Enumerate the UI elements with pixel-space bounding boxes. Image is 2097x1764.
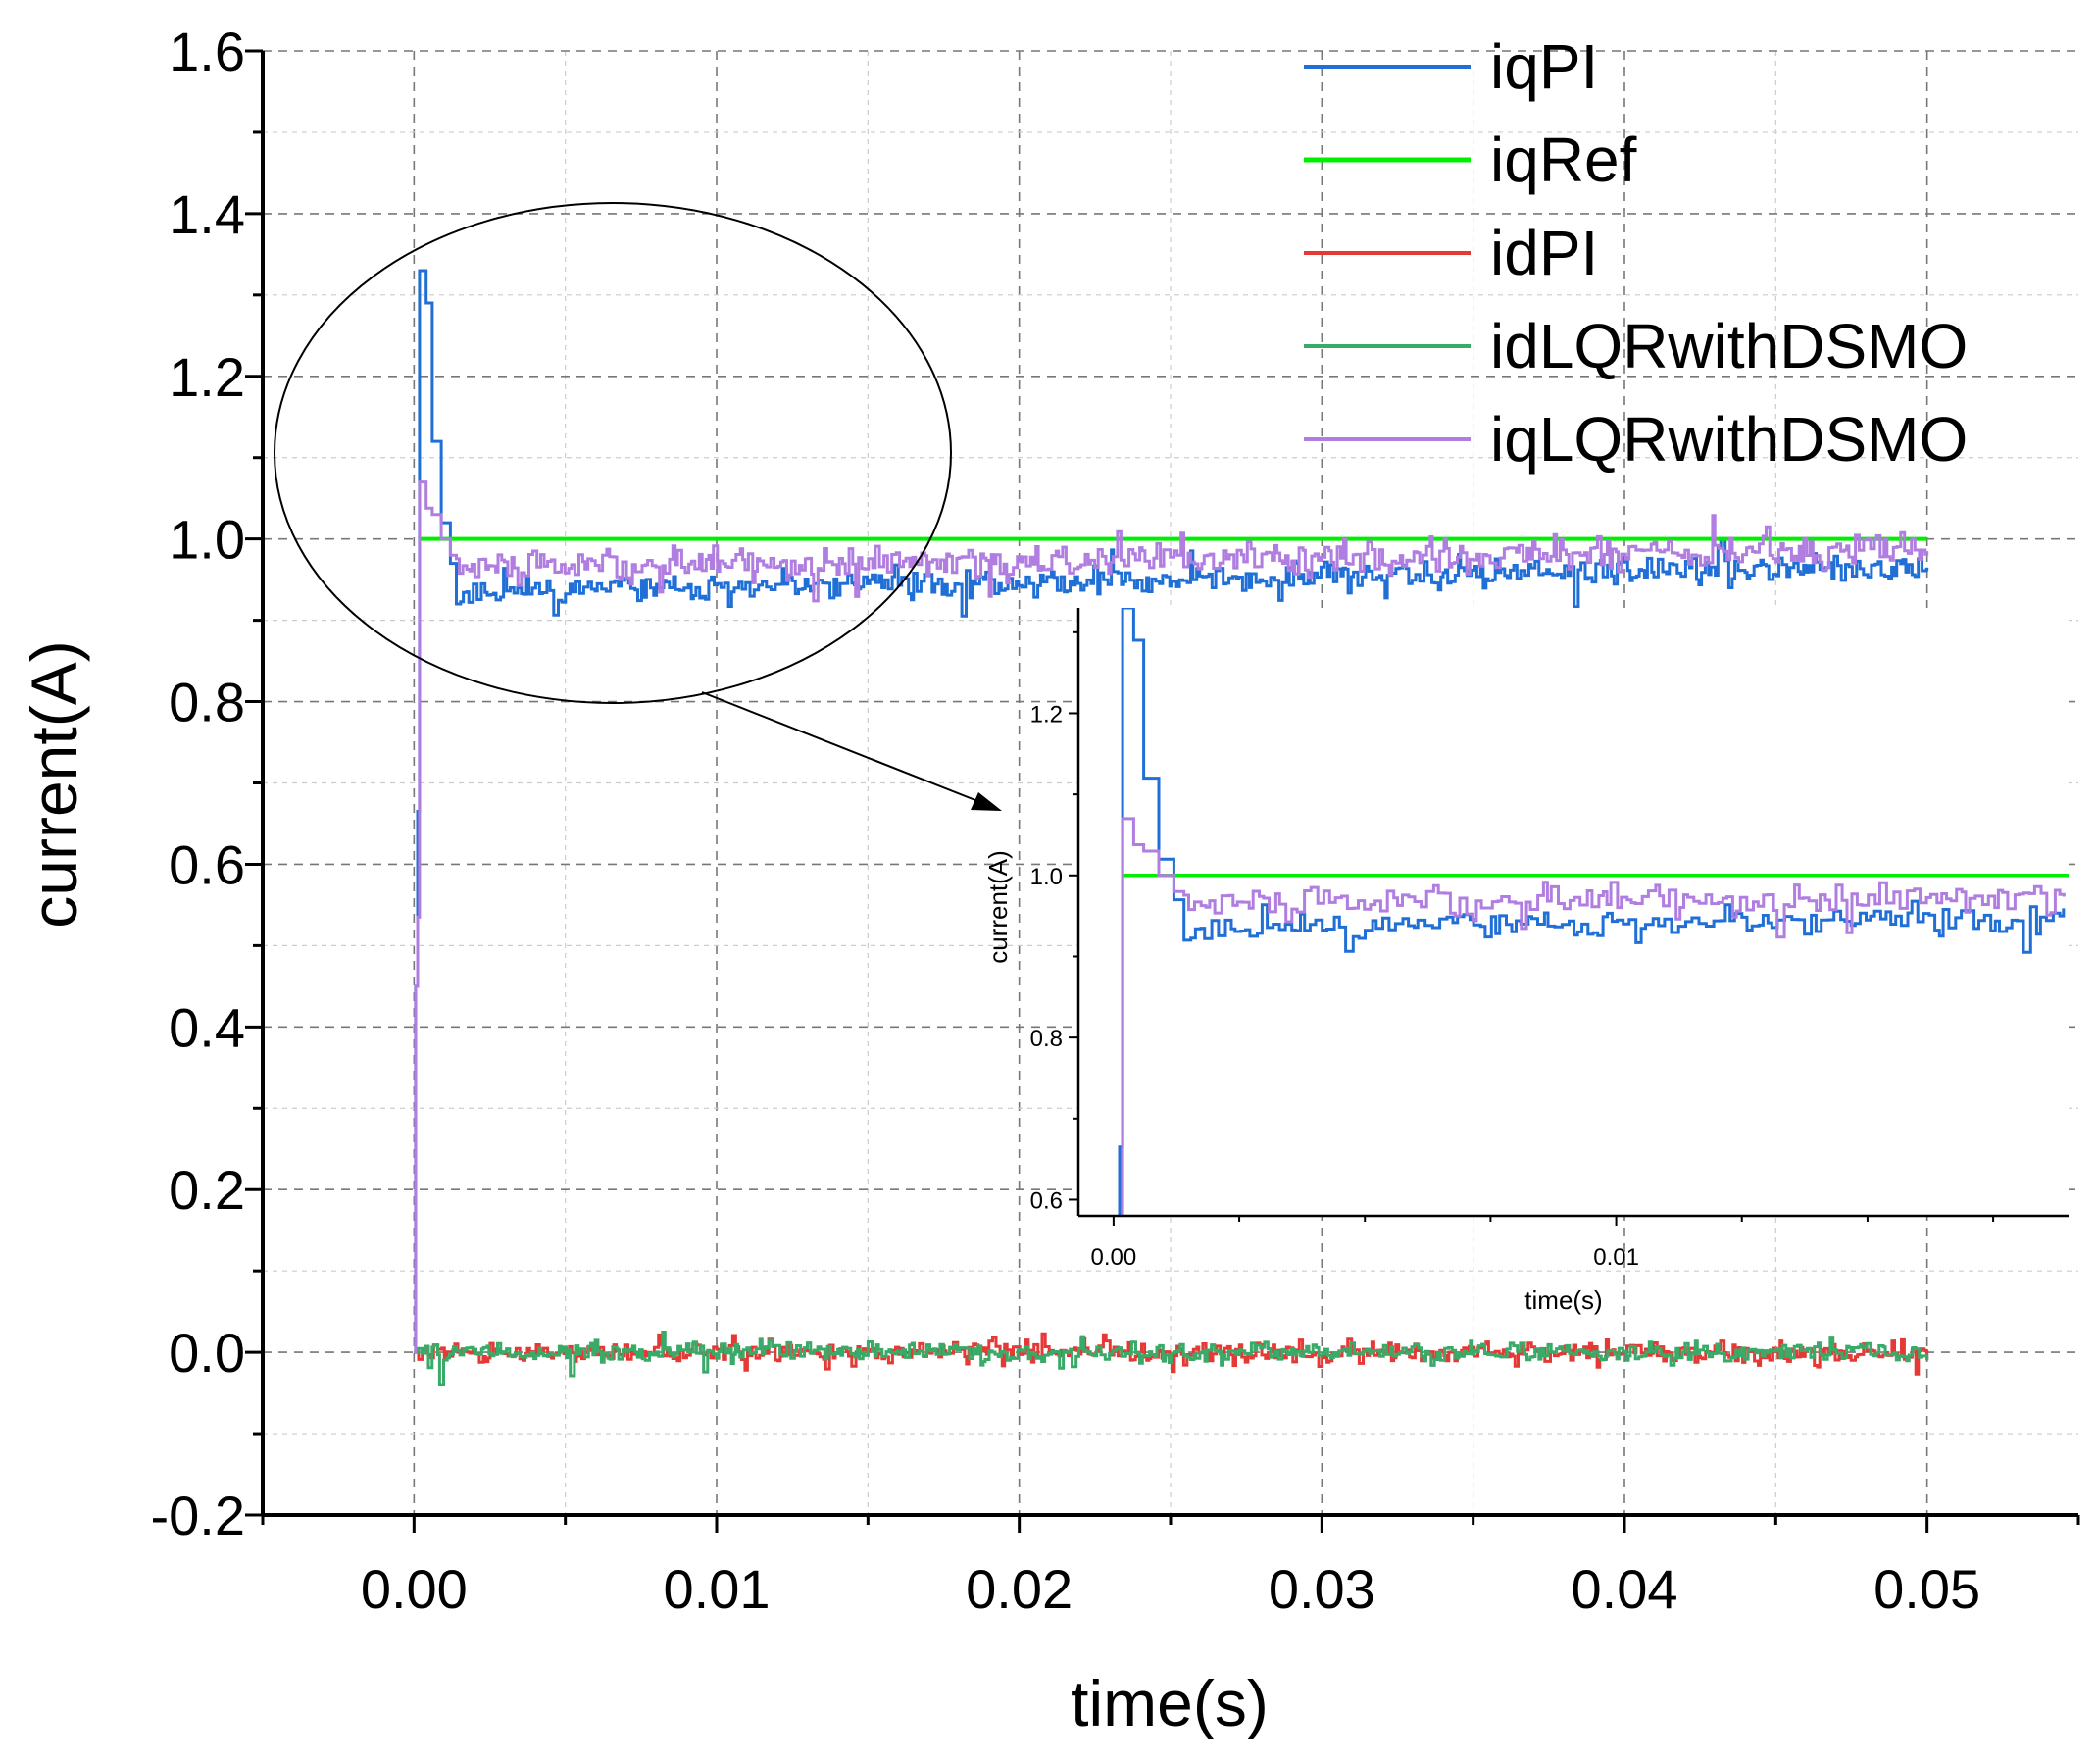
inset-tick-labels: 0.00 0.01 0.6 0.8 1.0 1.2 <box>1030 701 1639 1271</box>
main-tick-labels: 0.00 0.01 0.02 0.03 0.04 0.05 -0.2 0.0 0.2 0.4 0.6… <box>151 21 1981 1620</box>
main-y-tick-label-3: 0.4 <box>169 996 245 1058</box>
inset-series-iqLQRwithDSMO <box>1121 817 2066 1216</box>
zoom-region-ellipse <box>274 202 952 704</box>
main-y-tick-label-1: 0.0 <box>169 1322 245 1384</box>
inset-y-axis-title: current(A) <box>983 850 1013 964</box>
legend-label-iqLQRwithDSMO: iqLQRwithDSMO <box>1490 404 1968 475</box>
main-x-tick-label-4: 0.04 <box>1572 1558 1678 1620</box>
main-y-tick-label-7: 1.2 <box>169 346 245 408</box>
inset-y-tick-label-2: 1.0 <box>1030 864 1063 890</box>
series-idLQRwithDSMO <box>414 1331 1929 1386</box>
main-axes <box>245 49 2080 1533</box>
main-y-tick-label-0: -0.2 <box>151 1485 246 1546</box>
main-y-tick-label-4: 0.6 <box>169 833 245 895</box>
legend-label-iqRef: iqRef <box>1490 125 1637 195</box>
inset-y-tick-label-0: 0.6 <box>1030 1187 1063 1214</box>
inset-series-iqPI <box>1118 608 2066 1216</box>
main-x-tick-label-1: 0.01 <box>664 1558 771 1620</box>
main-y-tick-label-5: 0.8 <box>169 672 245 733</box>
main-x-tick-label-2: 0.02 <box>966 1558 1073 1620</box>
inset-axes <box>1069 608 2069 1226</box>
legend-label-iqPI: iqPI <box>1490 31 1598 102</box>
zoom-arrow-head <box>971 792 1002 811</box>
inset-y-tick-label-1: 0.8 <box>1030 1026 1063 1052</box>
main-y-tick-label-6: 1.0 <box>169 509 245 571</box>
main-y-tick-label-2: 0.2 <box>169 1159 245 1221</box>
legend-label-idLQRwithDSMO: idLQRwithDSMO <box>1490 311 1968 381</box>
zoom-inset-plot: 0.00 0.01 0.6 0.8 1.0 1.2 time(s) current(A) <box>983 608 2069 1315</box>
main-x-axis-title: time(s) <box>1071 1667 1269 1739</box>
main-y-tick-label-8: 1.4 <box>169 183 245 245</box>
inset-y-tick-label-3: 1.2 <box>1030 701 1063 728</box>
main-x-tick-label-0: 0.00 <box>361 1558 468 1620</box>
main-x-tick-label-3: 0.03 <box>1269 1558 1375 1620</box>
main-y-tick-label-9: 1.6 <box>169 21 245 82</box>
inset-x-tick-label-1: 0.01 <box>1593 1244 1639 1271</box>
inset-x-axis-title: time(s) <box>1524 1285 1602 1315</box>
inset-series-lines <box>1118 608 2069 1216</box>
main-series-lines <box>414 269 1929 1386</box>
series-iqLQRwithDSMO <box>414 480 1929 1354</box>
inset-x-tick-label-0: 0.00 <box>1091 1244 1137 1271</box>
legend-label-idPI: idPI <box>1490 218 1598 288</box>
main-x-tick-label-5: 0.05 <box>1873 1558 1980 1620</box>
legend: iqPI iqRef idPI idLQRwithDSMO iqLQRwithDSMO <box>1304 31 1968 475</box>
main-y-axis-title: current(A) <box>18 640 90 928</box>
zoom-arrow-line <box>701 691 991 807</box>
